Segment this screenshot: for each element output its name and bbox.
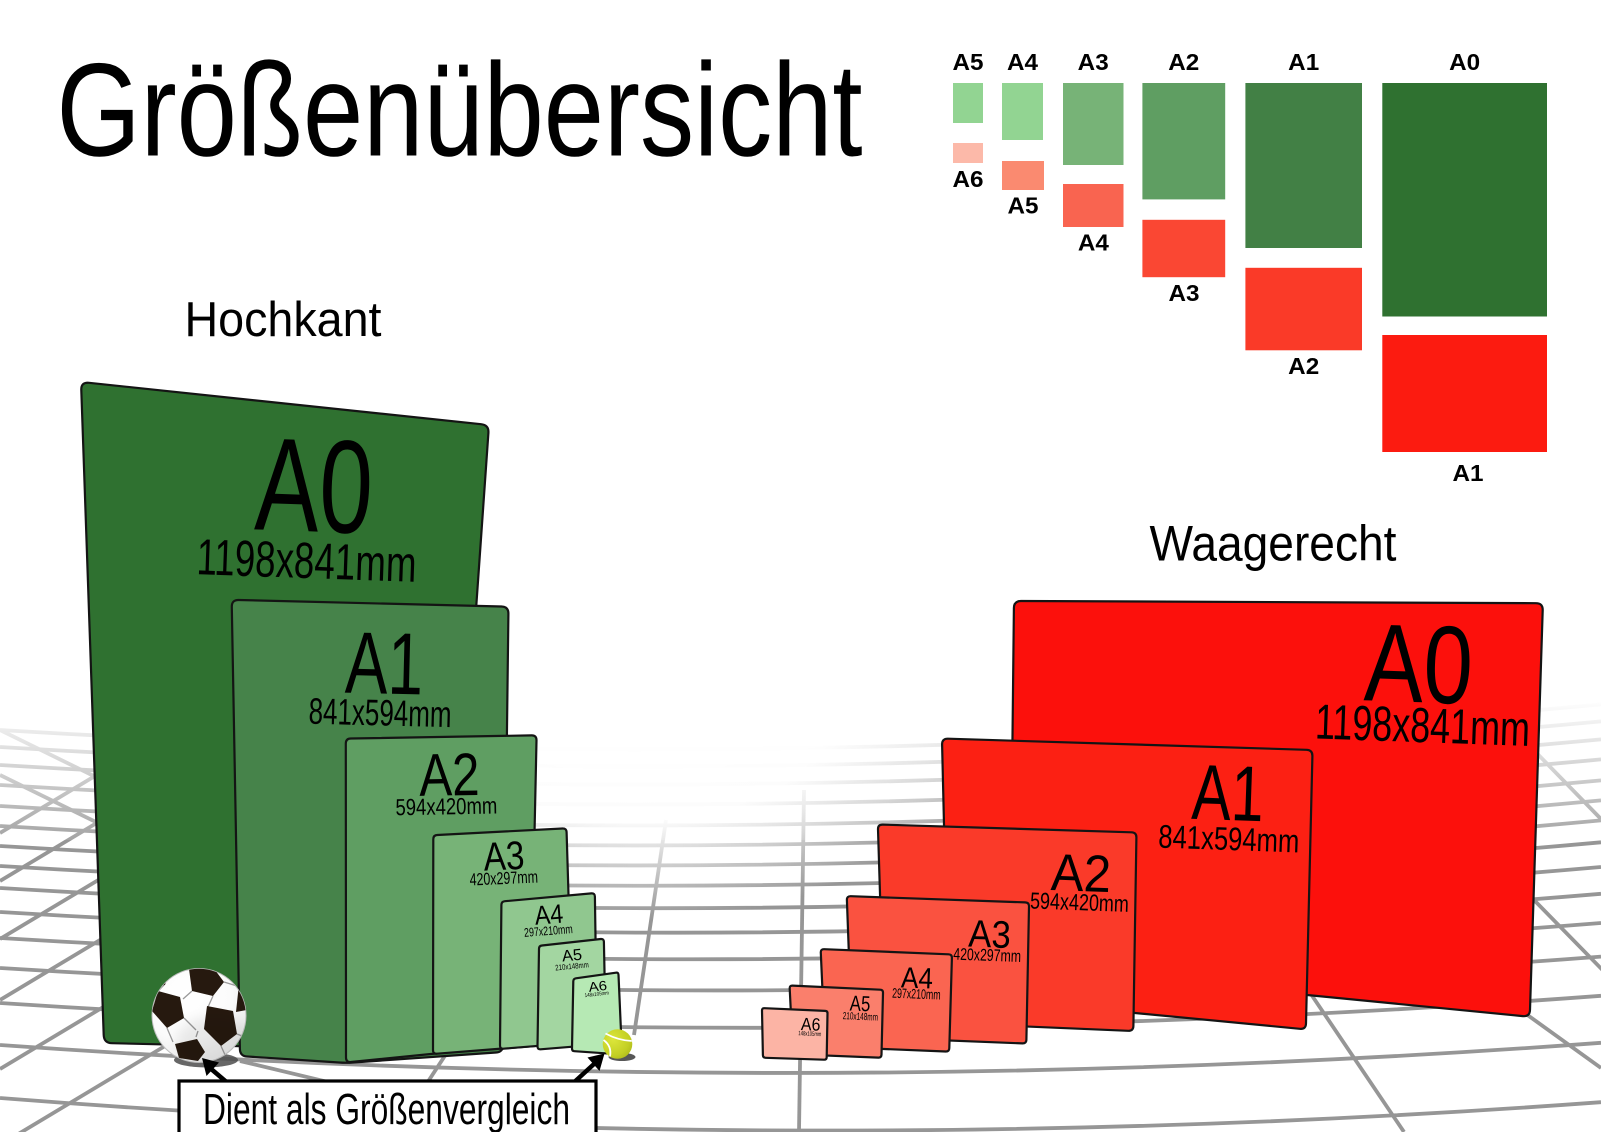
svg-text:A3: A3 [968,913,1012,957]
svg-text:297x210mm: 297x210mm [892,986,941,1003]
svg-text:Waagerecht: Waagerecht [1150,516,1397,572]
svg-text:A5: A5 [953,49,984,75]
svg-text:A2: A2 [1288,353,1319,379]
svg-text:Dient als Größenvergleich: Dient als Größenvergleich [203,1086,570,1132]
svg-text:148x105mm: 148x105mm [798,1030,821,1038]
svg-text:A6: A6 [953,166,984,192]
svg-text:297x210mm: 297x210mm [524,922,574,940]
svg-text:A2: A2 [1168,49,1199,75]
svg-text:594x420mm: 594x420mm [1030,887,1130,916]
svg-text:210x148mm: 210x148mm [842,1011,878,1024]
svg-text:A3: A3 [1169,280,1200,306]
svg-text:A3: A3 [1078,49,1109,75]
svg-text:594x420mm: 594x420mm [395,793,497,821]
svg-text:Hochkant: Hochkant [185,292,382,347]
svg-text:1198x841mm: 1198x841mm [1314,694,1531,756]
svg-text:A1: A1 [344,614,424,714]
svg-text:A5: A5 [1008,193,1039,219]
svg-text:A2: A2 [419,741,481,809]
svg-text:A1: A1 [1453,460,1484,486]
svg-text:A6: A6 [801,1014,821,1035]
svg-text:A0: A0 [1363,601,1475,728]
svg-text:A0: A0 [1449,49,1480,75]
svg-text:841x594mm: 841x594mm [308,691,452,735]
svg-text:A3: A3 [483,834,526,880]
svg-text:A5: A5 [561,947,583,966]
svg-text:A4: A4 [1078,229,1109,255]
svg-text:A1: A1 [1190,748,1265,838]
svg-text:1198x841mm: 1198x841mm [196,528,418,593]
svg-text:841x594mm: 841x594mm [1158,818,1300,860]
svg-text:A1: A1 [1288,49,1319,75]
svg-text:210x148mm: 210x148mm [555,960,590,972]
svg-text:A4: A4 [901,961,934,995]
svg-text:148x105mm: 148x105mm [584,990,609,999]
svg-text:A4: A4 [1007,49,1038,75]
svg-text:A6: A6 [588,978,608,995]
svg-text:A0: A0 [253,410,375,562]
svg-text:A2: A2 [1050,844,1112,904]
svg-text:420x297mm: 420x297mm [469,867,538,890]
svg-text:420x297mm: 420x297mm [953,945,1021,966]
svg-text:Größenübersicht: Größenübersicht [57,37,863,185]
svg-text:A5: A5 [849,991,871,1017]
svg-text:A4: A4 [534,899,565,931]
